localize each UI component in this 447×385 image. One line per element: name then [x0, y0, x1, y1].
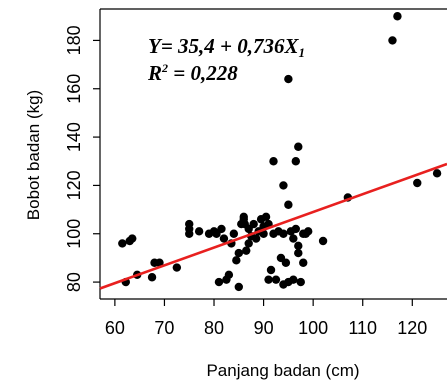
data-point	[118, 239, 127, 248]
data-point	[294, 142, 303, 151]
data-point	[261, 212, 271, 222]
data-point	[217, 224, 226, 234]
data-point	[155, 258, 164, 267]
r-squared-label: R2 = 0,228	[147, 61, 238, 85]
x-tick-label: 60	[105, 318, 125, 338]
equation-main: Y= 35,4 + 0,736X	[148, 34, 300, 58]
data-point	[214, 277, 224, 287]
y-axis: 80 100 120 140 160 180	[64, 25, 100, 292]
data-point	[279, 229, 288, 238]
data-point	[289, 275, 298, 284]
plot-frame	[99, 8, 447, 300]
equation-subscript: 1	[299, 45, 306, 60]
x-tick-label: 80	[204, 318, 224, 338]
data-point	[284, 200, 293, 209]
y-tick-label: 140	[64, 122, 84, 152]
x-tick-label: 110	[348, 318, 377, 338]
data-point	[185, 219, 194, 229]
data-point	[304, 227, 313, 236]
r2-value: = 0,228	[168, 61, 238, 85]
y-tick-label: 80	[64, 272, 84, 292]
y-axis-title: Bobot badan (kg)	[24, 90, 43, 220]
data-point	[281, 258, 291, 267]
data-point	[294, 241, 303, 251]
data-point	[232, 256, 241, 265]
data-point	[296, 277, 305, 287]
regression-line	[99, 162, 447, 290]
data-point	[284, 74, 293, 84]
data-point	[147, 273, 157, 282]
y-tick-label: 100	[64, 219, 84, 249]
data-point	[242, 246, 251, 255]
data-point	[219, 234, 229, 243]
y-tick-label: 160	[64, 74, 84, 104]
data-point	[289, 234, 298, 243]
data-point	[172, 263, 182, 272]
data-point	[294, 248, 303, 258]
data-point	[269, 157, 278, 166]
data-point	[413, 178, 422, 188]
data-point	[432, 169, 442, 178]
data-point	[234, 282, 243, 292]
y-tick-label: 120	[64, 170, 84, 200]
x-tick-label: 120	[397, 318, 427, 338]
data-point	[271, 275, 281, 284]
data-point	[279, 181, 288, 190]
data-point	[249, 219, 258, 229]
data-point	[291, 224, 301, 234]
data-point	[224, 270, 234, 280]
x-tick-label: 100	[298, 318, 328, 338]
regression-equation: Y= 35,4 + 0,736X1	[148, 34, 305, 60]
x-axis-title: Panjang badan (cm)	[206, 361, 359, 380]
data-point	[291, 157, 301, 166]
data-point	[128, 234, 137, 243]
data-point	[318, 236, 328, 246]
y-tick-label: 180	[64, 25, 84, 55]
data-point	[388, 36, 397, 45]
data-point	[299, 258, 308, 267]
data-point	[393, 12, 402, 21]
x-tick-label: 90	[254, 318, 274, 338]
data-point	[266, 265, 276, 275]
data-point	[264, 275, 273, 284]
r2-prefix: R	[147, 61, 162, 85]
x-tick-label: 70	[154, 318, 174, 338]
x-axis: 60 70 80 90 100 110 120	[105, 299, 427, 338]
r2-superscript: 2	[161, 61, 168, 75]
data-point	[239, 212, 248, 222]
data-point	[194, 227, 204, 236]
data-point	[229, 229, 239, 238]
data-point	[251, 234, 261, 243]
data-point	[234, 248, 243, 258]
data-point	[244, 239, 253, 248]
